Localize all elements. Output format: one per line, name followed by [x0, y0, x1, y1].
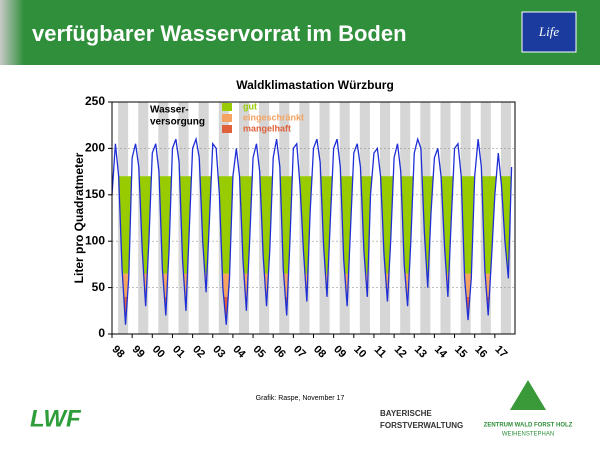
eu-logo: Life	[521, 11, 577, 53]
lwf-logo: LWF	[30, 405, 82, 432]
x-tick-label: 99	[130, 343, 147, 360]
x-tick-label: 08	[311, 343, 328, 360]
x-tick-label: 16	[472, 343, 489, 360]
slide-title: verfügbarer Wasservorrat im Boden	[32, 21, 407, 46]
y-tick-label: 0	[98, 326, 105, 340]
y-tick-label: 150	[85, 187, 105, 201]
x-tick-label: 98	[109, 343, 126, 360]
y-tick-label: 200	[85, 141, 105, 155]
x-tick-label: 01	[170, 343, 187, 360]
x-tick-label: 12	[392, 343, 409, 360]
x-tick-label: 00	[150, 343, 167, 360]
center-line-1: ZENTRUM WALD FORST HOLZ	[484, 423, 573, 429]
agency-line-1: BAYERISCHE	[380, 409, 432, 418]
x-tick-label: 05	[251, 343, 268, 360]
x-tick-label: 13	[412, 343, 429, 360]
x-tick-label: 06	[271, 343, 288, 360]
svg-text:Life: Life	[538, 24, 559, 39]
legend-swatch	[222, 103, 232, 111]
agency-line-2: FORSTVERWALTUNG	[380, 421, 463, 430]
x-tick-label: 10	[351, 343, 368, 360]
x-tick-label: 07	[291, 343, 308, 360]
y-tick-label: 50	[92, 280, 106, 294]
y-axis-label: Liter pro Quadratmeter	[72, 152, 86, 283]
x-tick-label: 02	[190, 343, 207, 360]
x-tick-label: 04	[230, 343, 248, 361]
x-tick-label: 17	[492, 343, 509, 360]
legend-swatch	[222, 125, 232, 133]
legend-label: mangelhaft	[243, 123, 291, 133]
x-tick-label: 03	[210, 343, 227, 360]
water-line	[111, 136, 513, 325]
legend-swatch	[222, 114, 232, 122]
y-tick-label: 100	[85, 233, 105, 247]
x-tick-label: 15	[452, 343, 469, 360]
legend-title: Wasser-	[150, 105, 189, 116]
header-band	[0, 0, 600, 65]
x-tick-label: 14	[432, 343, 450, 361]
plot-area	[112, 102, 515, 334]
center-logo	[510, 380, 546, 410]
legend-label: gut	[243, 101, 257, 111]
center-line-2: WEIHENSTEPHAN	[502, 432, 554, 438]
x-tick-label: 11	[372, 344, 389, 361]
chart-title: Waldklimastation Würzburg	[236, 78, 394, 92]
x-tick-label: 09	[331, 343, 348, 360]
plot-frame	[111, 101, 516, 335]
legend-label: eingeschränkt	[243, 112, 304, 122]
legend-title: versorgung	[150, 117, 205, 128]
y-tick-label: 250	[85, 94, 105, 108]
credit: Grafik: Raspe, November 17	[256, 395, 345, 402]
